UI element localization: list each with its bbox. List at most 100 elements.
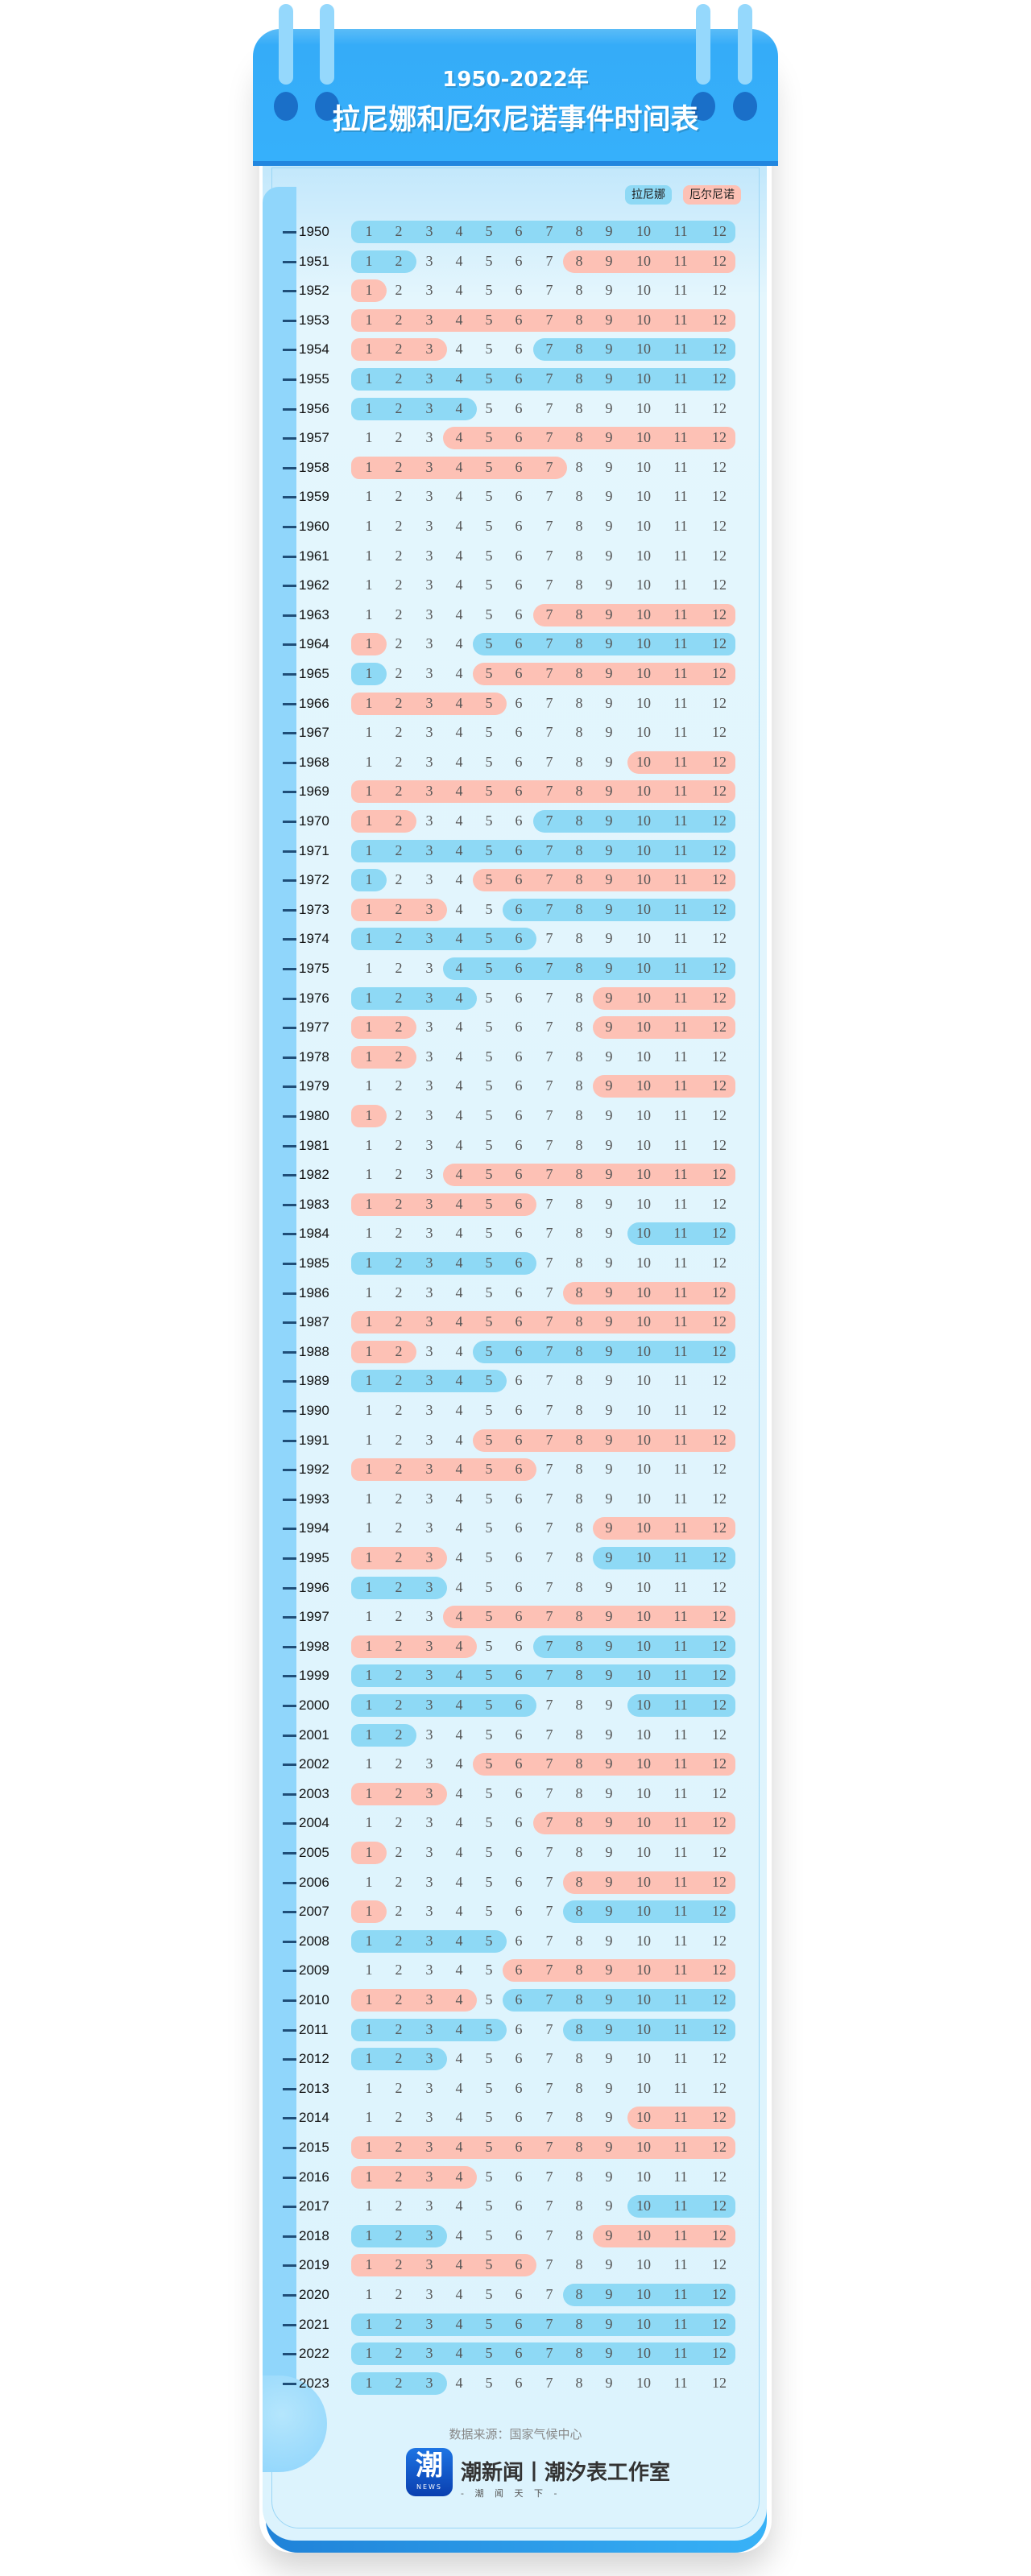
year-label: 1964 <box>299 636 329 652</box>
year-row: 1982 1 2 3 4 5 6 7 8 9 10 11 12 <box>0 1160 1031 1189</box>
page-title: 拉尼娜和厄尔尼诺事件时间表 <box>332 104 699 136</box>
month-cell: 5 <box>485 1461 493 1478</box>
month-cell: 7 <box>545 1962 553 1979</box>
month-cell: 4 <box>455 812 463 829</box>
tick-mark <box>283 466 296 469</box>
la-nina-period <box>593 1547 735 1569</box>
month-cell: 4 <box>455 1372 463 1389</box>
month-cell: 2 <box>395 1225 403 1242</box>
month-cell: 1 <box>365 1726 373 1743</box>
la-nina-period <box>563 1900 735 1924</box>
month-cell: 2 <box>395 724 403 741</box>
month-cell: 1 <box>365 989 373 1006</box>
month-cell: 8 <box>575 1461 583 1478</box>
month-cell: 3 <box>425 753 433 770</box>
month-cell: 8 <box>575 753 583 770</box>
month-cell: 10 <box>636 1549 651 1565</box>
month-cell: 7 <box>545 1136 553 1153</box>
month-cell: 9 <box>605 635 613 652</box>
month-cell: 8 <box>575 2286 583 2302</box>
month-cell: 4 <box>455 2050 463 2067</box>
month-cell: 9 <box>605 547 613 564</box>
tick-mark <box>283 1292 296 1295</box>
month-cell: 6 <box>515 518 523 534</box>
tick-mark <box>283 2323 296 2326</box>
month-cell: 6 <box>515 2198 523 2214</box>
month-cell: 7 <box>545 547 553 564</box>
month-cell: 9 <box>605 2286 613 2302</box>
year-label: 1998 <box>299 1638 329 1654</box>
month-cell: 9 <box>605 2168 613 2185</box>
tick-mark <box>283 2028 296 2032</box>
month-cell: 8 <box>575 341 583 358</box>
month-cell: 12 <box>712 2198 727 2214</box>
month-cell: 12 <box>712 1991 727 2007</box>
month-cell: 11 <box>673 1637 688 1654</box>
month-cell: 4 <box>455 1873 463 1890</box>
tick-mark <box>283 319 296 322</box>
month-cell: 9 <box>605 1784 613 1801</box>
month-cell: 5 <box>485 399 493 416</box>
la-nina-period <box>351 928 536 951</box>
month-cell: 9 <box>605 871 613 888</box>
la-nina-period <box>533 1635 735 1658</box>
month-cell: 2 <box>395 458 403 475</box>
month-cell: 9 <box>605 1461 613 1478</box>
month-cell: 1 <box>365 1342 373 1359</box>
month-cell: 12 <box>712 1726 727 1743</box>
month-cell: 12 <box>712 2079 727 2096</box>
tick-mark <box>283 1380 296 1383</box>
tick-mark <box>283 1350 296 1354</box>
month-cell: 11 <box>673 694 688 711</box>
tick-mark <box>283 2147 296 2149</box>
month-cell: 8 <box>575 1814 583 1831</box>
month-cell: 9 <box>605 1431 613 1448</box>
year-label: 1952 <box>299 283 329 299</box>
month-cell: 5 <box>485 724 493 741</box>
tick-mark <box>283 1911 296 1914</box>
month-cell: 7 <box>545 783 553 800</box>
year-row: 1952 1 2 3 4 5 6 7 8 9 10 11 12 <box>0 276 1031 305</box>
month-cell: 11 <box>673 1814 688 1831</box>
month-cell: 8 <box>575 282 583 299</box>
month-cell: 7 <box>545 1637 553 1654</box>
month-cell: 2 <box>395 606 403 622</box>
month-cell: 12 <box>712 429 727 446</box>
month-cell: 5 <box>485 1932 493 1949</box>
el-nino-period <box>563 1871 735 1894</box>
year-label: 1996 <box>299 1579 329 1595</box>
month-cell: 12 <box>712 1166 727 1183</box>
month-cell: 12 <box>712 665 727 681</box>
month-cell: 7 <box>545 2227 553 2243</box>
year-label: 2010 <box>299 1992 329 2007</box>
el-nino-period <box>351 1105 387 1127</box>
year-label: 2020 <box>299 2287 329 2302</box>
month-cell: 6 <box>515 989 523 1006</box>
month-cell: 1 <box>365 2256 373 2273</box>
month-cell: 4 <box>455 871 463 888</box>
month-cell: 6 <box>515 2109 523 2126</box>
month-cell: 7 <box>545 2374 553 2391</box>
month-cell: 5 <box>485 1697 493 1713</box>
year-label: 1954 <box>299 341 329 358</box>
month-cell: 7 <box>545 1697 553 1713</box>
year-label: 1962 <box>299 577 329 593</box>
tick-mark <box>283 1881 296 1884</box>
month-cell: 3 <box>425 2079 433 2096</box>
year-row: 1972 1 2 3 4 5 6 7 8 9 10 11 12 <box>0 866 1031 895</box>
year-row: 2001 1 2 3 4 5 6 7 8 9 10 11 12 <box>0 1721 1031 1750</box>
month-cell: 1 <box>365 429 373 446</box>
el-nino-period <box>563 1281 735 1305</box>
month-cell: 8 <box>575 1784 583 1801</box>
month-cell: 4 <box>455 841 463 858</box>
month-cell: 12 <box>712 1697 727 1713</box>
month-cell: 8 <box>575 1697 583 1713</box>
year-label: 2009 <box>299 1962 329 1979</box>
month-cell: 5 <box>485 2198 493 2214</box>
tick-mark <box>283 673 296 676</box>
month-cell: 3 <box>425 900 433 917</box>
year-label: 1994 <box>299 1520 329 1536</box>
year-row: 1968 1 2 3 4 5 6 7 8 9 10 11 12 <box>0 748 1031 777</box>
month-cell: 4 <box>455 1255 463 1271</box>
month-cell: 12 <box>712 1313 727 1330</box>
